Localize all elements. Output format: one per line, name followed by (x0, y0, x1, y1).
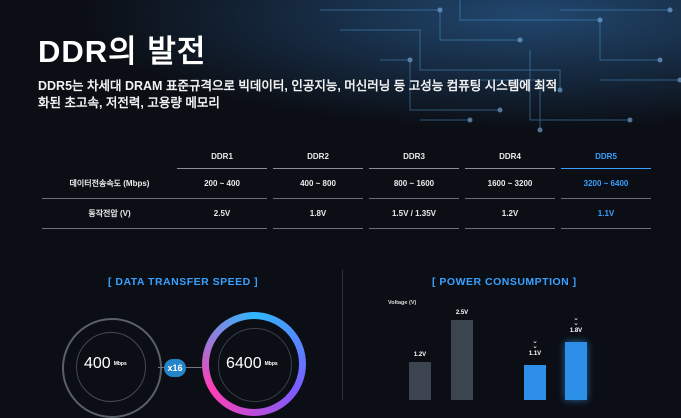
power-bar-1-2v (409, 362, 431, 400)
table-row: 데이터전송속도 (Mbps) 200 ~ 400 400 ~ 800 800 ~… (42, 169, 651, 199)
power-bar-1-8v (565, 342, 587, 400)
table-cell: 1600 ~ 3200 (465, 169, 555, 199)
ddr-spec-table: DDR1 DDR2 DDR3 DDR4 DDR5 데이터전송속도 (Mbps) … (42, 145, 651, 229)
table-corner (42, 145, 177, 169)
row-label-speed: 데이터전송속도 (Mbps) (42, 169, 177, 199)
table-cell: 200 ~ 400 (177, 169, 267, 199)
page-subtitle: DDR5는 차세대 DRAM 표준규격으로 빅데이터, 인공지능, 머신러닝 등… (38, 78, 558, 112)
table-cell-ddr5: 1.1V (561, 199, 651, 229)
power-bar-label: 2.5V (450, 310, 474, 316)
power-section-title: [ POWER CONSUMPTION ] (432, 276, 577, 288)
ddr1-speed-value: 400 (84, 355, 111, 372)
page-title: DDR의 발전 (38, 26, 206, 71)
connector-line-right (186, 367, 202, 368)
column-header-ddr3: DDR3 (369, 145, 459, 169)
column-header-ddr1: DDR1 (177, 145, 267, 169)
column-header-ddr2: DDR2 (273, 145, 363, 169)
circuit-board-illustration (300, 0, 681, 140)
power-bar-label: 1.8V (564, 328, 588, 334)
power-bar-1-1v (524, 365, 546, 400)
row-label-voltage: 동작전압 (V) (42, 199, 177, 229)
table-cell: 1.2V (465, 199, 555, 229)
speed-section-title: [ DATA TRANSFER SPEED ] (108, 276, 258, 288)
ddr5-speed-value: 6400 (226, 355, 262, 372)
table-cell: 1.5V / 1.35V (369, 199, 459, 229)
table-cell: 400 ~ 800 (273, 169, 363, 199)
chevron-down-icon: ⌄⌄ (564, 316, 588, 326)
power-bar-chart: 1.2V 2.5V 1.1V ⌄⌄ 1.8V ⌄⌄ (400, 300, 600, 400)
table-cell-ddr5: 3200 ~ 6400 (561, 169, 651, 199)
chevron-down-icon: ⌄⌄ (523, 339, 547, 349)
multiplier-badge: x16 (164, 359, 186, 377)
column-header-ddr5: DDR5 (561, 145, 651, 169)
section-divider (342, 270, 343, 400)
table-cell: 2.5V (177, 199, 267, 229)
power-bar-label: 1.1V (523, 351, 547, 357)
ddr1-speed-unit: Mbps (114, 361, 127, 367)
table-cell: 1.8V (273, 199, 363, 229)
table-row: 동작전압 (V) 2.5V 1.8V 1.5V / 1.35V 1.2V 1.1… (42, 199, 651, 229)
ddr5-speed-unit: Mbps (265, 361, 278, 367)
power-bar-2-5v (451, 320, 473, 400)
power-bar-label: 1.2V (408, 352, 432, 358)
table-header-row: DDR1 DDR2 DDR3 DDR4 DDR5 (42, 145, 651, 169)
table-cell: 800 ~ 1600 (369, 169, 459, 199)
column-header-ddr4: DDR4 (465, 145, 555, 169)
